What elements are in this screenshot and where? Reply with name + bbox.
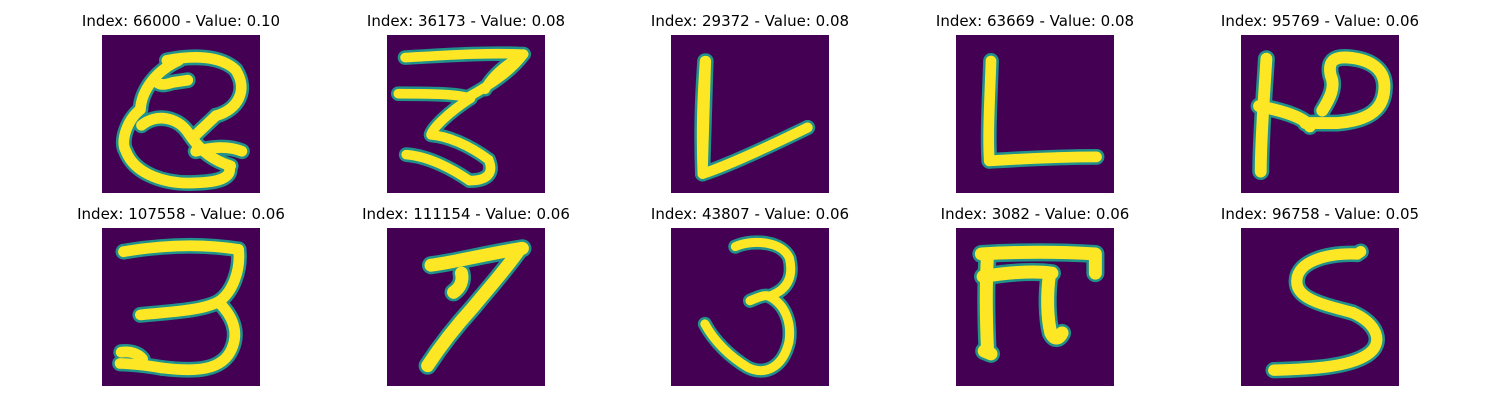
stroke-core <box>156 296 241 376</box>
stroke-core <box>700 291 795 376</box>
glyph-image <box>102 35 260 193</box>
stroke-core <box>447 266 469 299</box>
panel-title: Index: 3082 - Value: 0.06 <box>940 205 1130 223</box>
stroke-core <box>114 358 168 374</box>
stroke-core <box>421 242 527 373</box>
stroke-core <box>1299 51 1391 129</box>
glyph-image <box>102 228 260 386</box>
panel-2: Index: 36173 - Value: 0.08 <box>316 0 616 400</box>
panel-title: Index: 36173 - Value: 0.08 <box>366 12 566 30</box>
panel-4: Index: 63669 - Value: 0.08 <box>885 0 1185 400</box>
glyph-image <box>956 228 1114 386</box>
stroke-core <box>118 240 244 258</box>
panel-6: Index: 107558 - Value: 0.06 <box>31 0 331 400</box>
panel-8: Index: 43807 - Value: 0.06 <box>600 0 900 400</box>
glyph-image <box>956 35 1114 193</box>
stroke-core <box>1268 307 1383 376</box>
panel-title: Index: 96758 - Value: 0.05 <box>1220 205 1420 223</box>
panel-title: Index: 95769 - Value: 0.06 <box>1220 12 1420 30</box>
glyph-π-strokes <box>972 243 1105 363</box>
stroke-core <box>400 48 529 63</box>
panel-title: Index: 111154 - Value: 0.06 <box>362 205 570 223</box>
panel-9: Index: 3082 - Value: 0.06 <box>885 0 1185 400</box>
glyph-L-strokes <box>980 53 1105 169</box>
panel-title: Index: 43807 - Value: 0.06 <box>650 205 850 223</box>
stroke-core <box>150 74 194 90</box>
panel-7: Index: 111154 - Value: 0.06 <box>316 0 616 400</box>
stroke-core <box>480 49 529 94</box>
stroke-core <box>730 237 796 301</box>
glyph-image <box>671 35 829 193</box>
panel-3: Index: 29372 - Value: 0.08 <box>600 0 900 400</box>
stroke-core <box>135 296 224 321</box>
glyph-S-strokes <box>1265 243 1385 379</box>
stroke-core <box>1254 52 1273 178</box>
glyph-image <box>387 228 545 386</box>
stroke-core <box>189 110 222 141</box>
stroke-core <box>1041 266 1069 345</box>
stroke-core <box>136 112 237 172</box>
glyph-image <box>1241 228 1399 386</box>
stroke-core <box>118 104 235 189</box>
glyph-Q-strokes <box>115 49 250 191</box>
panel-title: Index: 66000 - Value: 0.10 <box>81 12 281 30</box>
glyph-image <box>671 228 829 386</box>
glyph-3-strokes <box>697 235 798 378</box>
stroke-core <box>697 122 813 179</box>
stroke-core <box>983 55 997 167</box>
panel-title: Index: 29372 - Value: 0.08 <box>650 12 850 30</box>
glyph-image <box>387 35 545 193</box>
glyph-image <box>1241 35 1399 193</box>
glyph-V-strokes <box>694 53 816 182</box>
panel-10: Index: 96758 - Value: 0.05 <box>1170 0 1470 400</box>
stroke-core <box>976 265 1059 284</box>
stroke-core <box>190 142 248 157</box>
glyph-3-strokes <box>390 46 531 188</box>
panel-title: Index: 107558 - Value: 0.06 <box>77 205 285 223</box>
stroke-core <box>974 245 1102 280</box>
panel-5: Index: 95769 - Value: 0.06 <box>1170 0 1470 400</box>
stroke-core <box>401 149 475 186</box>
stroke-core <box>697 55 712 179</box>
panel-title: Index: 63669 - Value: 0.08 <box>935 12 1135 30</box>
stroke-core <box>1351 246 1367 260</box>
stroke-core <box>1291 248 1363 319</box>
stroke-core <box>426 93 494 165</box>
glyph-P-strokes <box>1250 49 1393 181</box>
glyph-3-strokes <box>112 237 247 378</box>
stroke-core <box>161 52 247 122</box>
panel-1: Index: 66000 - Value: 0.10 <box>31 0 331 400</box>
stroke-core <box>977 344 998 361</box>
stroke-core <box>979 247 995 359</box>
stroke-core <box>983 151 1102 167</box>
glyph-7-strokes <box>418 239 532 375</box>
stroke-core <box>115 346 148 365</box>
